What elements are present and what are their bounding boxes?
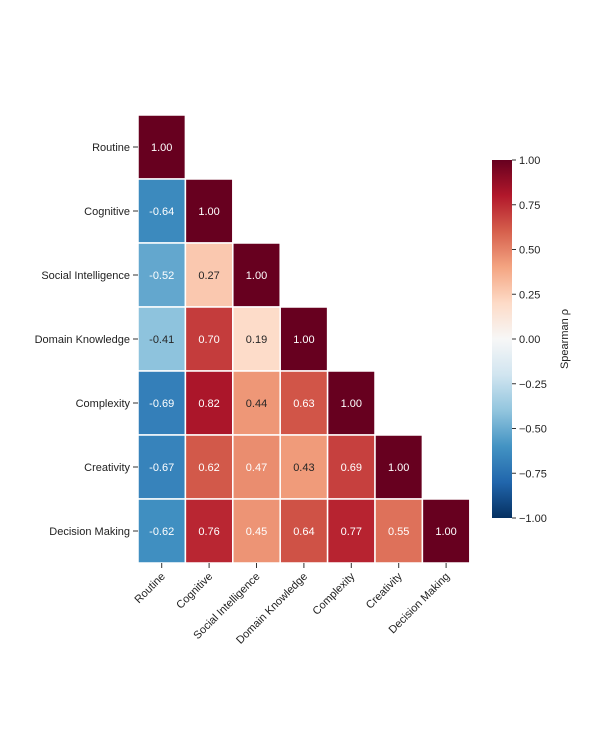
x-tick-label: Complexity [310,570,357,617]
heatmap-cell [137,498,187,564]
heatmap-cells: 1.00 -0.64 1.00 -0.52 0.27 1.00 -0.41 0.70 0.19 1… [137,114,471,564]
cell-value-label: -0.41 [149,334,174,346]
cell-value-label: 0.82 [198,398,219,410]
heatmap-cell [184,434,234,500]
y-tick-label: Domain Knowledge [35,334,130,346]
cell-value-label: -0.62 [149,526,174,538]
cell-value-label: 0.45 [246,526,267,538]
heatmap-cell [232,242,281,308]
colorbar-tick-label: 0.25 [519,289,540,301]
y-tick-label: Decision Making [49,526,130,538]
y-tick-label: Cognitive [84,206,130,218]
colorbar-tick-label: −0.25 [519,379,547,391]
y-tick-label: Creativity [84,462,130,474]
cell-value-label: 0.63 [293,398,314,410]
heatmap-cell [184,306,234,372]
heatmap-cell [374,498,424,564]
colorbar-ticks: 1.00 0.75 0.50 0.25 0.00 −0.25 −0.50 −0.75 −1.00 [512,155,547,525]
cell-value-label: 0.70 [198,334,219,346]
y-tick-label: Complexity [76,398,131,410]
cell-value-label: 0.47 [246,462,267,474]
colorbar-label: Spearman ρ [559,309,571,369]
cell-value-label: 0.77 [341,526,362,538]
colorbar-tick-label: −0.75 [519,468,547,480]
cell-value-label: 0.43 [293,462,314,474]
heatmap-cell [137,178,187,244]
cell-value-label: 0.44 [246,398,267,410]
heatmap-cell [232,434,281,500]
cell-value-label: 1.00 [341,398,362,410]
heatmap-cell [326,434,376,500]
cell-value-label: 0.55 [388,526,409,538]
colorbar-tick-label: 0.00 [519,334,540,346]
cell-value-label: 1.00 [151,142,172,154]
colorbar-tick-label: 0.50 [519,245,540,257]
cell-value-label: 0.27 [198,270,219,282]
colorbar-tick-label: −0.50 [519,424,547,436]
cell-value-label: 0.19 [246,334,267,346]
cell-value-label: 0.62 [198,462,219,474]
heatmap-cell [279,370,329,436]
cell-value-label: -0.52 [149,270,174,282]
cell-value-label: -0.64 [149,206,174,218]
colorbar-tick-label: −1.00 [519,513,547,525]
cell-value-label: 1.00 [246,270,267,282]
cell-value-label: 0.76 [198,526,219,538]
cell-value-label: 1.00 [293,334,314,346]
x-tick-label: Cognitive [174,571,215,612]
heatmap-cell [279,306,329,372]
y-tick-label: Routine [92,142,130,154]
cell-value-label: 1.00 [388,462,409,474]
cell-value-label: 0.64 [293,526,314,538]
y-tick-label: Social Intelligence [41,270,130,282]
heatmap-cell [184,498,234,564]
heatmap-cell [421,498,471,564]
cell-value-label: 1.00 [435,526,456,538]
colorbar-tick-label: 1.00 [519,155,540,167]
heatmap-cell [184,370,234,436]
x-tick-label: Routine [133,571,168,606]
cell-value-label: -0.67 [149,462,174,474]
y-tick-labels: Routine Cognitive Social Intelligence Domai… [35,142,138,538]
x-tick-label: Creativity [364,570,405,611]
cell-value-label: 0.69 [341,462,362,474]
colorbar [492,160,512,518]
heatmap-cell [279,434,329,500]
heatmap-cell [374,434,424,500]
cell-value-label: 1.00 [198,206,219,218]
cell-value-label: -0.69 [149,398,174,410]
colorbar-tick-label: 0.75 [519,200,540,212]
